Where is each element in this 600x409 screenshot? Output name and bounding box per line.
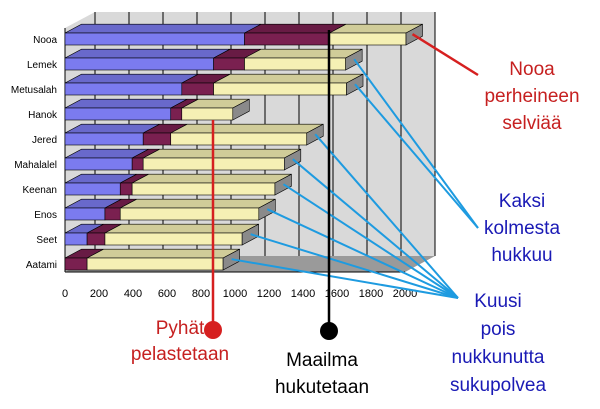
world-label: Maailma	[286, 350, 358, 371]
bar-segment	[64, 57, 214, 71]
x-tick-label: 600	[158, 288, 176, 300]
six_generations-label: nukkunutta	[452, 347, 545, 368]
two-of-three-connector	[354, 83, 479, 229]
saints-dot	[204, 321, 222, 339]
bar-segment	[86, 232, 106, 246]
six_generations-label: Kuusi	[474, 291, 522, 312]
bar-segment	[64, 82, 183, 96]
category-label: Enos	[34, 210, 57, 221]
bar-top-face	[64, 98, 188, 109]
x-tick-label: 800	[192, 288, 210, 300]
category-label: Jered	[32, 135, 57, 146]
bar-segment	[64, 182, 121, 196]
category-label: Keenan	[23, 185, 57, 196]
saints-label: pelastetaan	[131, 344, 229, 365]
saints-label: Pyhät	[156, 318, 205, 339]
bar-segment	[329, 32, 407, 46]
bar-segment	[170, 107, 183, 121]
bar-top-face	[143, 148, 301, 159]
bar-segment	[104, 207, 121, 221]
bar-top-face	[86, 248, 240, 259]
bar-top-face	[213, 73, 364, 84]
bar-top-face	[64, 48, 231, 59]
two_of_three-label: hukkuu	[491, 245, 552, 266]
noah-label: Nooa	[509, 59, 555, 80]
six-generations-connector	[250, 233, 459, 299]
bar-top-face	[170, 123, 324, 134]
bar-segment	[142, 132, 172, 146]
bar-segment	[64, 232, 88, 246]
category-label: Metusalah	[11, 85, 57, 96]
six-generations-connector	[231, 258, 459, 299]
x-tick-label: 1800	[359, 288, 383, 300]
bar-end-face	[232, 98, 250, 121]
bar-segment	[104, 232, 243, 246]
two-of-three-connector	[353, 58, 479, 229]
bar-top-face	[64, 23, 262, 34]
world-dot	[320, 322, 338, 340]
category-label: Hanok	[28, 110, 58, 121]
six-generations-connector	[292, 158, 459, 299]
bar-segment	[181, 82, 214, 96]
category-label: Nooa	[33, 35, 57, 46]
bar-segment	[64, 257, 88, 271]
bar-top-face	[244, 48, 363, 59]
x-tick-label: 1600	[325, 288, 349, 300]
bar-top-face	[64, 73, 199, 84]
x-tick-label: 1400	[291, 288, 315, 300]
bar-segment	[64, 207, 106, 221]
x-tick-label: 1000	[223, 288, 247, 300]
category-label: Mahalalel	[14, 160, 57, 171]
x-tick-label: 400	[124, 288, 142, 300]
bar-top-face	[244, 23, 347, 34]
bar-segment	[244, 32, 330, 46]
two_of_three-label: Kaksi	[499, 191, 545, 212]
noah-connector	[411, 33, 479, 77]
two_of_three-label: kolmesta	[484, 218, 560, 239]
bar-top-face	[104, 223, 259, 234]
bar-segment	[213, 82, 347, 96]
x-tick-label: 200	[90, 288, 108, 300]
bar-segment	[64, 32, 245, 46]
noah-label: selviää	[502, 113, 562, 134]
bar-segment	[119, 182, 133, 196]
bar-segment	[131, 182, 276, 196]
six-generations-connector	[266, 208, 459, 299]
six_generations-label: pois	[481, 319, 516, 340]
x-tick-label: 2000	[393, 288, 417, 300]
bar-segment	[213, 57, 245, 71]
bar-segment	[86, 257, 224, 271]
world-label: hukutetaan	[275, 377, 369, 398]
six-generations-connector	[282, 183, 459, 299]
bar-segment	[131, 157, 144, 171]
bar-top-face	[120, 198, 276, 209]
category-label: Lemek	[27, 60, 58, 71]
bar-segment	[170, 132, 308, 146]
noah-label: perheineen	[484, 86, 579, 107]
bar-segment	[181, 107, 234, 121]
bar-segment	[64, 107, 172, 121]
bar-segment	[119, 207, 260, 221]
x-tick-label: 1200	[257, 288, 281, 300]
six_generations-label: sukupolvea	[450, 375, 547, 396]
category-label: Aatami	[26, 260, 57, 271]
bar-end-face	[258, 198, 276, 221]
category-label: Seet	[36, 235, 57, 246]
bar-segment	[64, 157, 133, 171]
six-generations-connector	[314, 133, 459, 299]
bar-segment	[244, 57, 346, 71]
x-tick-label: 0	[62, 288, 68, 300]
bar-segment	[64, 132, 144, 146]
